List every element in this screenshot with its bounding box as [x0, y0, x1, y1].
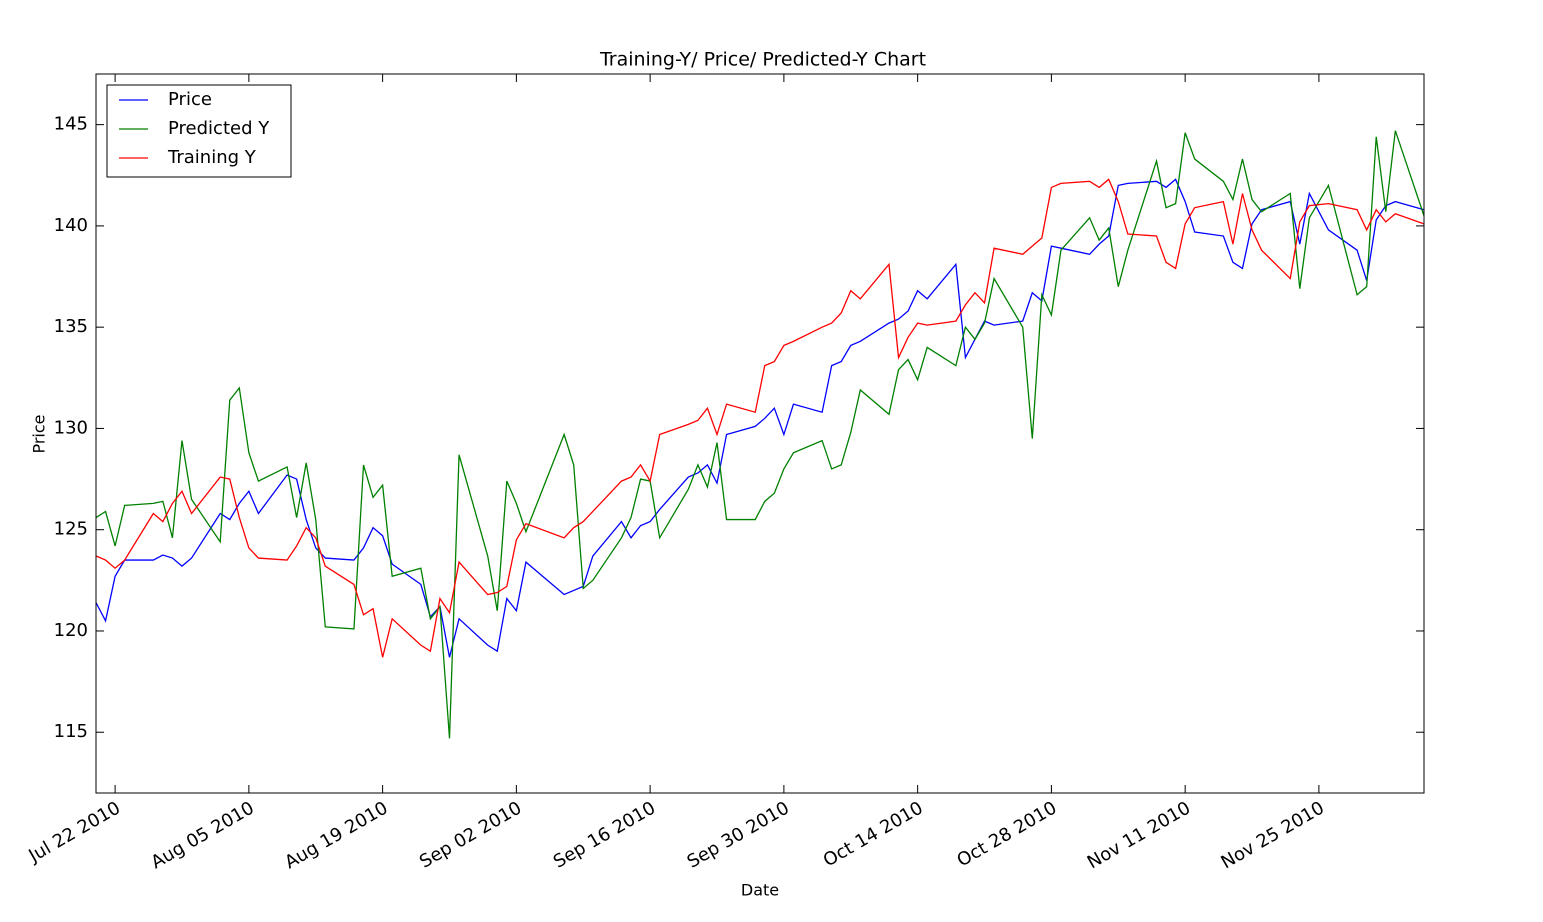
- y-tick-label: 115: [54, 721, 88, 742]
- y-axis-label: Price: [30, 414, 49, 453]
- x-tick-label: Nov 25 2010: [1218, 797, 1328, 873]
- legend-label: Training Y: [167, 147, 257, 168]
- x-tick-label: Sep 16 2010: [550, 797, 659, 872]
- y-tick-label: 135: [54, 316, 88, 337]
- legend-label: Price: [168, 89, 212, 110]
- x-tick-label: Aug 05 2010: [147, 797, 257, 873]
- x-tick-label: Oct 14 2010: [820, 797, 927, 871]
- x-tick-label: Aug 19 2010: [281, 797, 391, 873]
- plot-area: [96, 74, 1424, 793]
- chart-title: Training-Y/ Price/ Predicted-Y Chart: [599, 49, 926, 71]
- y-tick-label: 140: [54, 215, 88, 236]
- x-tick-label: Sep 30 2010: [684, 797, 793, 872]
- x-tick-label: Jul 22 2010: [25, 797, 125, 867]
- series-line: [95, 130, 1425, 739]
- y-tick-label: 130: [54, 417, 88, 438]
- y-tick-label: 125: [54, 519, 88, 540]
- series-line: [95, 178, 1425, 658]
- y-tick-label: 120: [54, 620, 88, 641]
- x-axis-label: Date: [741, 881, 779, 900]
- plot-frame: [95, 73, 1425, 794]
- y-tick-label: 145: [54, 114, 88, 135]
- x-tick-label: Nov 11 2010: [1084, 797, 1194, 873]
- legend-label: Predicted Y: [168, 118, 270, 139]
- series-line: [95, 178, 1425, 658]
- x-tick-label: Sep 02 2010: [416, 797, 525, 872]
- x-tick-label: Oct 28 2010: [954, 797, 1061, 871]
